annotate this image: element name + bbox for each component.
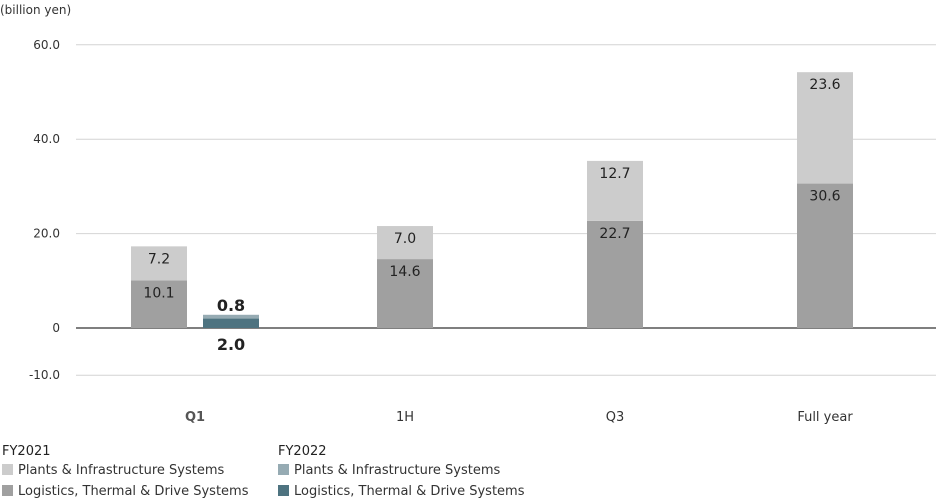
fy2021-logistics-bar <box>797 183 853 328</box>
fy2021-value-label: 10.1 <box>143 285 174 301</box>
category-label: Q1 <box>185 410 205 425</box>
fy2021-value-label: 12.7 <box>599 166 630 182</box>
fy2022-logistics-bar <box>203 318 259 328</box>
fy2021-logistics-bar <box>587 220 643 328</box>
legend-swatch <box>2 464 13 475</box>
value-labels: 10.1 7.2 2.0 0.8 14.6 7.0 22.7 12.7 30.6 23.6 <box>143 77 840 354</box>
legend-label: Plants & Infrastructure Systems <box>294 463 500 478</box>
fy2021-value-label: 7.2 <box>148 251 170 267</box>
category-label: 1H <box>396 410 414 425</box>
fy2022-plants-bar <box>203 314 259 319</box>
legend-label: Logistics, Thermal & Drive Systems <box>18 484 249 499</box>
fy2021-value-label: 30.6 <box>809 189 840 205</box>
fy2021-logistics-bar <box>131 280 187 328</box>
y-tick-label: 0 <box>52 321 60 335</box>
fy2021-plants-bar <box>377 226 433 260</box>
legend: FY2021 Plants & Infrastructure Systems Log… <box>2 444 525 499</box>
fy2021-logistics-bar <box>377 259 433 328</box>
fy2021-plants-bar <box>797 72 853 184</box>
fy2021-value-label: 22.7 <box>599 226 630 242</box>
y-tick-label: 40.0 <box>33 132 60 146</box>
category-label: Q3 <box>606 410 625 425</box>
fy2021-value-label: 7.0 <box>394 231 416 247</box>
legend-label: Plants & Infrastructure Systems <box>18 463 224 478</box>
y-unit-label: (billion yen) <box>0 3 71 17</box>
fy2021-value-label: 14.6 <box>389 264 420 280</box>
y-tick-label: 20.0 <box>33 227 60 241</box>
y-tick-labels: 60.0 40.0 20.0 0 -10.0 <box>29 38 60 382</box>
legend-swatch <box>278 485 289 496</box>
bars <box>131 72 853 328</box>
fy2022-value-label: 2.0 <box>217 335 245 354</box>
y-tick-label: -10.0 <box>29 368 60 382</box>
legend-label: Logistics, Thermal & Drive Systems <box>294 484 525 499</box>
fy2022-value-label: 0.8 <box>217 296 245 315</box>
fy2021-plants-bar <box>131 246 187 281</box>
fy2021-value-label: 23.6 <box>809 77 840 93</box>
category-label: Full year <box>797 410 853 425</box>
fy2021-plants-bar <box>587 160 643 221</box>
legend-swatch <box>278 464 289 475</box>
legend-group-title: FY2022 <box>278 444 327 459</box>
legend-swatch <box>2 485 13 496</box>
y-tick-label: 60.0 <box>33 38 60 52</box>
category-labels: Q1 1H Q3 Full year <box>185 410 853 425</box>
legend-group-title: FY2021 <box>2 444 51 459</box>
